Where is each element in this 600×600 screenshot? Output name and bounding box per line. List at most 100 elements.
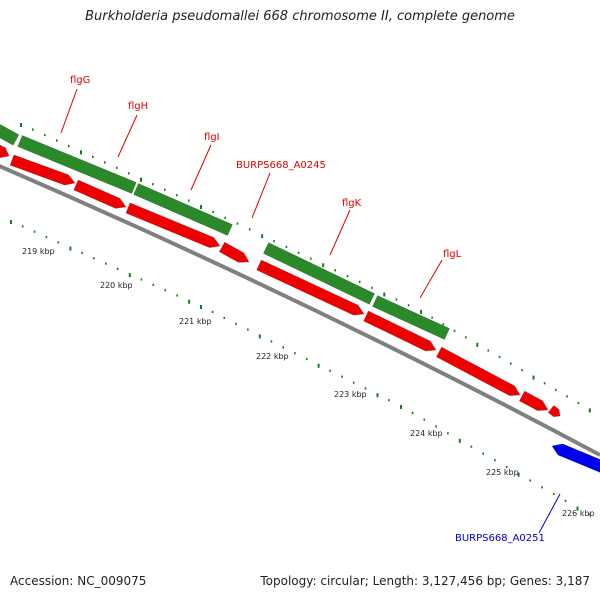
gene-label-flgL: flgL bbox=[419, 249, 462, 299]
scale-tick bbox=[69, 246, 72, 251]
scale-tick bbox=[442, 323, 445, 326]
scale-tick bbox=[68, 144, 70, 148]
scale-tick bbox=[447, 432, 449, 435]
scale-tick bbox=[407, 304, 410, 307]
scale-tick bbox=[223, 316, 226, 319]
tick-label: 222 kbp bbox=[256, 352, 289, 361]
scale-tick bbox=[200, 205, 202, 209]
scale-tick bbox=[152, 283, 155, 286]
scale-tick bbox=[212, 210, 214, 213]
scale-tick bbox=[116, 166, 118, 169]
scale-tick bbox=[317, 363, 320, 368]
cds-arrow bbox=[363, 310, 437, 352]
scale-tick bbox=[200, 305, 202, 309]
scale-tick bbox=[358, 280, 361, 283]
scale-tick bbox=[45, 235, 48, 239]
scale-tick bbox=[543, 382, 546, 385]
scale-tick bbox=[453, 329, 456, 332]
scale-tick bbox=[470, 445, 473, 448]
tick-label: 221 kbp bbox=[179, 317, 212, 326]
gene-label-text: flgI bbox=[204, 132, 220, 143]
scale-tick bbox=[224, 216, 226, 219]
scale-tick bbox=[322, 263, 325, 268]
backbone-line bbox=[0, 164, 600, 457]
scale-tick bbox=[400, 405, 402, 409]
scale-tick bbox=[346, 275, 349, 278]
tick-layer bbox=[10, 123, 591, 516]
gene-label-text: BURPS668_A0251 bbox=[455, 533, 545, 544]
scale-tick bbox=[140, 177, 142, 182]
scale-tick bbox=[566, 395, 568, 398]
scale-tick bbox=[164, 289, 166, 292]
gene-label-text: flgL bbox=[443, 249, 462, 260]
scale-tick bbox=[176, 194, 178, 197]
scale-tick bbox=[105, 262, 107, 265]
gene-label-BURPS668_A0245: BURPS668_A0245 bbox=[236, 160, 326, 219]
cds-arrow bbox=[436, 346, 521, 396]
scale-tick bbox=[56, 139, 58, 142]
scale-tick bbox=[555, 388, 557, 391]
scale-tick bbox=[329, 369, 331, 372]
gene-label-flgH: flgH bbox=[117, 101, 148, 158]
scale-tick bbox=[431, 316, 433, 319]
scale-tick bbox=[261, 234, 264, 239]
scale-tick bbox=[505, 465, 508, 469]
tick-label: 223 kbp bbox=[334, 390, 367, 399]
scale-tick bbox=[577, 401, 580, 405]
gene-label-flgI: flgI bbox=[190, 132, 220, 191]
scale-tick bbox=[383, 292, 386, 297]
scale-tick bbox=[498, 355, 501, 359]
scale-tick bbox=[81, 251, 83, 255]
scale-tick bbox=[305, 357, 308, 361]
cds-block bbox=[262, 242, 376, 305]
cds-arrow-blue bbox=[551, 443, 600, 473]
scale-tick bbox=[285, 245, 288, 248]
gene-label-text: flgH bbox=[128, 101, 148, 112]
scale-tick bbox=[532, 375, 535, 380]
cds-block bbox=[372, 295, 450, 340]
scale-tick bbox=[352, 381, 355, 384]
genome-summary: Topology: circular; Length: 3,127,456 bp… bbox=[260, 574, 590, 588]
scale-tick bbox=[334, 269, 336, 272]
gene-label-flgK: flgK bbox=[329, 198, 362, 256]
tick-label: 224 kbp bbox=[410, 429, 443, 438]
scale-tick bbox=[104, 161, 106, 164]
scale-tick bbox=[494, 459, 496, 462]
scale-tick bbox=[270, 340, 273, 343]
scale-tick bbox=[465, 336, 467, 339]
scale-tick bbox=[376, 393, 379, 398]
tick-label: 226 kbp bbox=[562, 509, 595, 518]
gene-label-flgG: flgG bbox=[60, 75, 90, 134]
scale-tick bbox=[32, 128, 34, 131]
scale-tick bbox=[476, 342, 479, 347]
scale-tick bbox=[576, 506, 579, 511]
tick-label: 225 kbp bbox=[486, 468, 519, 477]
scale-tick bbox=[458, 438, 461, 443]
scale-tick bbox=[128, 172, 130, 175]
cds-arrow bbox=[73, 179, 127, 209]
cds-block bbox=[0, 124, 20, 146]
scale-tick bbox=[236, 222, 239, 225]
cds-arrow bbox=[218, 241, 250, 263]
feature-layer bbox=[0, 124, 600, 473]
scale-tick bbox=[116, 267, 119, 270]
cds-block bbox=[17, 135, 137, 194]
scale-tick bbox=[247, 328, 249, 331]
scale-tick bbox=[435, 425, 437, 428]
gene-label-text: flgK bbox=[342, 198, 362, 209]
cds-arrow bbox=[518, 390, 549, 411]
tick-label: 219 kbp bbox=[22, 247, 55, 256]
scale-tick bbox=[541, 486, 543, 489]
scale-tick bbox=[92, 155, 94, 158]
tick-label: 220 kbp bbox=[100, 281, 133, 290]
scale-tick bbox=[487, 349, 490, 352]
scale-tick bbox=[21, 225, 24, 228]
map-title: Burkholderia pseudomallei 668 chromosome… bbox=[85, 9, 515, 24]
scale-tick bbox=[211, 310, 214, 314]
scale-tick bbox=[164, 188, 166, 191]
scale-tick bbox=[423, 418, 426, 421]
scale-tick bbox=[297, 251, 300, 254]
accession-text: Accession: NC_009075 bbox=[10, 574, 147, 588]
scale-tick bbox=[564, 499, 567, 502]
